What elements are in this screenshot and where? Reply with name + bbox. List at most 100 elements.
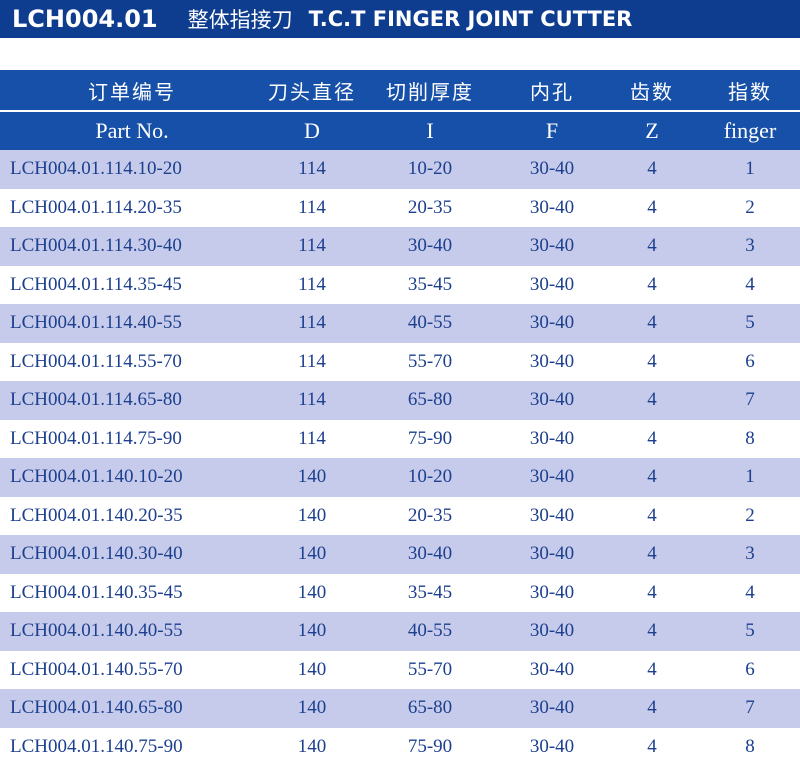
diameter-cell: 114 xyxy=(264,227,360,266)
bore-cell: 30-40 xyxy=(500,496,604,535)
column-header-teeth: Z xyxy=(604,110,700,150)
table-row: LCH004.01.114.10-20 114 10-20 30-40 4 1 xyxy=(0,150,800,189)
part-number-cell: LCH004.01.114.75-90 xyxy=(0,419,264,458)
teeth-cell: 4 xyxy=(604,227,700,266)
bore-cell: 30-40 xyxy=(500,342,604,381)
table-row: LCH004.01.114.55-70 114 55-70 30-40 4 6 xyxy=(0,342,800,381)
part-number-cell: LCH004.01.140.55-70 xyxy=(0,650,264,689)
table-row: LCH004.01.140.75-90 140 75-90 30-40 4 8 xyxy=(0,727,800,766)
part-number-cell: LCH004.01.140.35-45 xyxy=(0,573,264,612)
part-number-cell: LCH004.01.114.65-80 xyxy=(0,381,264,420)
product-title-english: T.C.T FINGER JOINT CUTTER xyxy=(308,7,633,31)
finger-cell: 1 xyxy=(700,458,800,497)
header-row-chinese: 订单编号 刀头直径 切削厚度 内孔 齿数 指数 xyxy=(0,70,800,111)
thickness-cell: 75-90 xyxy=(360,419,500,458)
table-row: LCH004.01.140.20-35 140 20-35 30-40 4 2 xyxy=(0,496,800,535)
teeth-cell: 4 xyxy=(604,650,700,689)
part-number-cell: LCH004.01.114.55-70 xyxy=(0,342,264,381)
thickness-cell: 65-80 xyxy=(360,689,500,728)
thickness-cell: 30-40 xyxy=(360,227,500,266)
teeth-cell: 4 xyxy=(604,689,700,728)
table-row: LCH004.01.140.35-45 140 35-45 30-40 4 4 xyxy=(0,573,800,612)
diameter-cell: 140 xyxy=(264,727,360,766)
teeth-cell: 4 xyxy=(604,419,700,458)
table-row: LCH004.01.140.55-70 140 55-70 30-40 4 6 xyxy=(0,650,800,689)
thickness-cell: 10-20 xyxy=(360,150,500,189)
part-number-cell: LCH004.01.114.20-35 xyxy=(0,188,264,227)
part-number-cell: LCH004.01.140.75-90 xyxy=(0,727,264,766)
finger-cell: 6 xyxy=(700,342,800,381)
product-code: LCH004.01 xyxy=(12,5,158,33)
bore-cell: 30-40 xyxy=(500,535,604,574)
header-row-english: Part No. D I F Z finger xyxy=(0,110,800,150)
part-number-cell: LCH004.01.140.30-40 xyxy=(0,535,264,574)
column-header-part-no: Part No. xyxy=(0,110,264,150)
diameter-cell: 140 xyxy=(264,689,360,728)
table-row: LCH004.01.114.30-40 114 30-40 30-40 4 3 xyxy=(0,227,800,266)
finger-cell: 3 xyxy=(700,227,800,266)
teeth-cell: 4 xyxy=(604,727,700,766)
bore-cell: 30-40 xyxy=(500,612,604,651)
column-header-bore: F xyxy=(500,110,604,150)
teeth-cell: 4 xyxy=(604,265,700,304)
finger-cell: 8 xyxy=(700,419,800,458)
finger-cell: 5 xyxy=(700,612,800,651)
bore-cell: 30-40 xyxy=(500,727,604,766)
diameter-cell: 114 xyxy=(264,342,360,381)
part-number-cell: LCH004.01.114.30-40 xyxy=(0,227,264,266)
bore-cell: 30-40 xyxy=(500,150,604,189)
teeth-cell: 4 xyxy=(604,188,700,227)
part-number-cell: LCH004.01.140.20-35 xyxy=(0,496,264,535)
bore-cell: 30-40 xyxy=(500,689,604,728)
part-number-cell: LCH004.01.114.35-45 xyxy=(0,265,264,304)
column-header-bore-cn: 内孔 xyxy=(500,70,604,111)
teeth-cell: 4 xyxy=(604,150,700,189)
thickness-cell: 40-55 xyxy=(360,612,500,651)
finger-cell: 5 xyxy=(700,304,800,343)
table-row: LCH004.01.140.40-55 140 40-55 30-40 4 5 xyxy=(0,612,800,651)
column-header-thickness-cn: 切削厚度 xyxy=(360,70,500,111)
table-row: LCH004.01.114.40-55 114 40-55 30-40 4 5 xyxy=(0,304,800,343)
part-number-cell: LCH004.01.114.40-55 xyxy=(0,304,264,343)
teeth-cell: 4 xyxy=(604,573,700,612)
diameter-cell: 140 xyxy=(264,496,360,535)
finger-cell: 1 xyxy=(700,150,800,189)
diameter-cell: 114 xyxy=(264,265,360,304)
table-row: LCH004.01.114.20-35 114 20-35 30-40 4 2 xyxy=(0,188,800,227)
bore-cell: 30-40 xyxy=(500,265,604,304)
thickness-cell: 10-20 xyxy=(360,458,500,497)
table-row: LCH004.01.114.75-90 114 75-90 30-40 4 8 xyxy=(0,419,800,458)
table-row: LCH004.01.140.10-20 140 10-20 30-40 4 1 xyxy=(0,458,800,497)
column-header-diameter: D xyxy=(264,110,360,150)
finger-cell: 3 xyxy=(700,535,800,574)
thickness-cell: 55-70 xyxy=(360,650,500,689)
finger-cell: 4 xyxy=(700,265,800,304)
teeth-cell: 4 xyxy=(604,458,700,497)
thickness-cell: 55-70 xyxy=(360,342,500,381)
part-number-cell: LCH004.01.140.40-55 xyxy=(0,612,264,651)
bore-cell: 30-40 xyxy=(500,458,604,497)
bore-cell: 30-40 xyxy=(500,381,604,420)
thickness-cell: 40-55 xyxy=(360,304,500,343)
bore-cell: 30-40 xyxy=(500,227,604,266)
diameter-cell: 140 xyxy=(264,612,360,651)
thickness-cell: 75-90 xyxy=(360,727,500,766)
teeth-cell: 4 xyxy=(604,304,700,343)
thickness-cell: 35-45 xyxy=(360,573,500,612)
column-header-part-no-cn: 订单编号 xyxy=(0,70,264,111)
thickness-cell: 65-80 xyxy=(360,381,500,420)
finger-cell: 6 xyxy=(700,650,800,689)
teeth-cell: 4 xyxy=(604,342,700,381)
teeth-cell: 4 xyxy=(604,535,700,574)
thickness-cell: 30-40 xyxy=(360,535,500,574)
bore-cell: 30-40 xyxy=(500,419,604,458)
finger-cell: 4 xyxy=(700,573,800,612)
bore-cell: 30-40 xyxy=(500,188,604,227)
diameter-cell: 114 xyxy=(264,381,360,420)
diameter-cell: 114 xyxy=(264,150,360,189)
column-header-teeth-cn: 齿数 xyxy=(604,70,700,111)
teeth-cell: 4 xyxy=(604,496,700,535)
table-row: LCH004.01.114.65-80 114 65-80 30-40 4 7 xyxy=(0,381,800,420)
finger-cell: 7 xyxy=(700,381,800,420)
finger-cell: 8 xyxy=(700,727,800,766)
